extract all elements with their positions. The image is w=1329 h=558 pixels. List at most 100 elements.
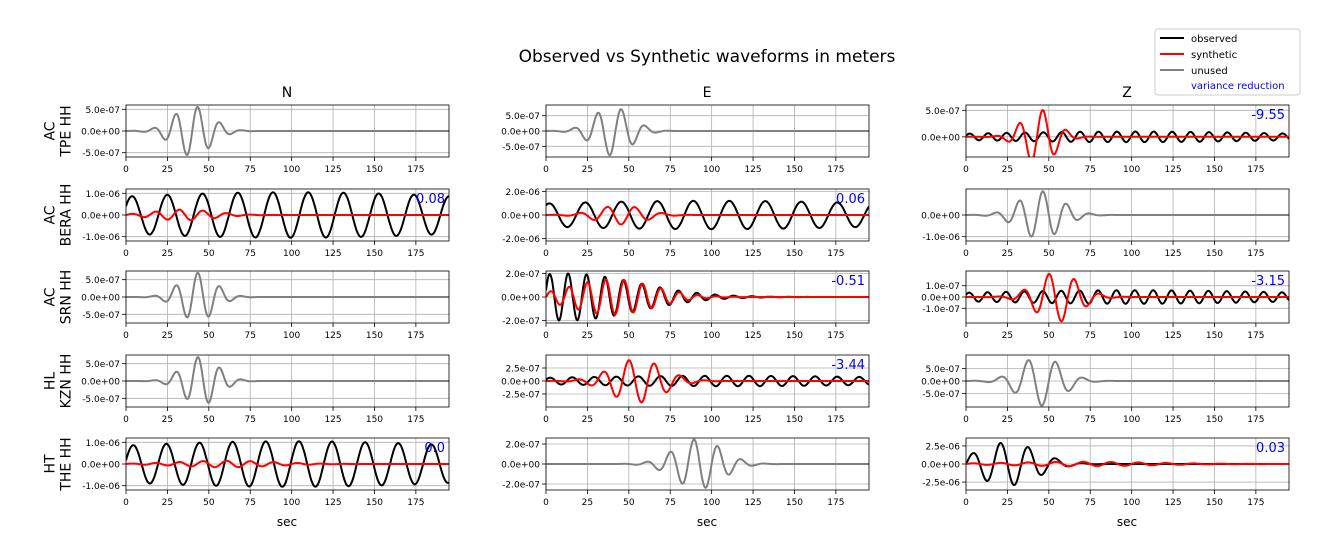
x-tick-label: 100 [283, 165, 300, 175]
y-tick-label: 5.0e-07 [85, 276, 120, 286]
y-tick-label: 2.5e-07 [505, 365, 540, 375]
x-tick-label: 25 [1002, 165, 1013, 175]
x-tick-label: 75 [1085, 165, 1096, 175]
x-tick-label: 125 [744, 498, 761, 508]
x-tick-label: 0 [963, 415, 969, 425]
y-tick-label: 0.0e+00 [501, 128, 540, 138]
x-tick-label: 75 [245, 498, 256, 508]
x-tick-label: 150 [786, 165, 803, 175]
x-tick-label: 50 [623, 415, 635, 425]
observed-trace [966, 289, 1289, 305]
plot-frame [965, 104, 1290, 158]
x-tick-label: 100 [703, 498, 720, 508]
x-tick-label: 150 [1206, 249, 1223, 259]
plot-frame [965, 437, 1290, 491]
x-tick-label: 175 [407, 165, 424, 175]
x-tick-label: 100 [703, 165, 720, 175]
legend-frame [1154, 28, 1301, 96]
traces [546, 272, 869, 322]
x-tick-label: 0 [963, 331, 969, 341]
plot-frame [965, 270, 1290, 324]
x-axis-label-e: sec [697, 515, 717, 529]
x-tick-label: 100 [703, 331, 720, 341]
station-code: THE HH [59, 437, 75, 491]
y-tick-label: -2.5e-07 [502, 391, 540, 401]
y-tick-label: 0.0e+00 [501, 294, 540, 304]
y-tick-label: 0.0e+00 [81, 378, 120, 388]
panel-4-e: 0 25 50 75 100 125 150 175 2.5e-07 0.0e+00 -2.5e-0… [501, 354, 870, 425]
y-tick-label: 0.0e+00 [921, 294, 960, 304]
y-tick-label: 1.0e-06 [85, 190, 120, 200]
plot-frame [545, 104, 870, 158]
x-tick-label: 125 [1164, 415, 1181, 425]
x-tick-label: 75 [245, 331, 256, 341]
x-tick-label: 150 [1206, 498, 1223, 508]
unused-trace [546, 108, 869, 157]
column-title-z: Z [1122, 85, 1132, 101]
y-tick-label: 2.5e-06 [925, 442, 960, 452]
y-tick-label: 0.0e+00 [81, 461, 120, 471]
station-code: SRN HH [59, 270, 75, 325]
traces [546, 108, 869, 157]
y-tick-label: 0.0e+00 [921, 133, 960, 143]
synthetic-trace [966, 272, 1289, 323]
y-tick-label: 5.0e-07 [85, 360, 120, 370]
plot-frame [545, 188, 870, 242]
x-tick-label: 50 [1043, 498, 1055, 508]
panel-2-z: 0 25 50 75 100 125 150 175 0.0e+00 -1.0e-06 [921, 188, 1290, 259]
panel-4-n: 0 25 50 75 100 125 150 175 5.0e-07 0.0e+00 -5.0e-0… [81, 354, 450, 425]
plot-frame [965, 188, 1290, 242]
x-tick-label: 50 [203, 165, 215, 175]
panel-3-z: 0 25 50 75 100 125 150 175 1.0e-07 0.0e+00-1.0e-0… [921, 270, 1290, 341]
x-tick-label: 75 [665, 331, 676, 341]
x-tick-label: 125 [1164, 498, 1181, 508]
y-tick-label: 0.0e+00 [501, 378, 540, 388]
y-tick-label: -5.0e-07 [82, 149, 120, 159]
x-tick-label: 100 [703, 415, 720, 425]
x-tick-label: 175 [827, 165, 844, 175]
panel-4-z: 0 25 50 75 100 125 150 175 5.0e-07 0.0e+00 -5.0e-0… [921, 354, 1290, 425]
x-tick-label: 50 [623, 498, 635, 508]
y-tick-label: 0.0e+00 [921, 212, 960, 222]
x-tick-label: 100 [283, 498, 300, 508]
x-tick-label: 125 [324, 331, 341, 341]
x-tick-label: 0 [543, 498, 549, 508]
plot-frame [545, 437, 870, 491]
panel-1-n: 0 25 50 75 100 125 150 175 5.0e-07 0.0e+00 -5.0e-0… [81, 104, 450, 175]
panel-2-n: 0 25 50 75 100 125 150 175 1.0e-06 0.0e+00 -1.0e-0… [81, 188, 450, 259]
x-tick-label: 175 [827, 249, 844, 259]
x-tick-label: 0 [123, 331, 129, 341]
variance-reduction-value: -3.15 [1251, 274, 1285, 289]
station-network: AC [43, 205, 59, 224]
traces [126, 440, 449, 488]
station-label: ACTPE HH [43, 105, 75, 157]
legend: observed synthetic unused variance reduc… [1154, 28, 1301, 96]
station-code: BERA HH [59, 184, 75, 247]
x-tick-label: 75 [245, 249, 256, 259]
y-tick-label: -1.0e-06 [82, 233, 120, 243]
x-tick-label: 50 [203, 331, 215, 341]
x-tick-label: 175 [827, 498, 844, 508]
panel-5-z: 0 25 50 75 100 125 150 175 2.5e-06 0.0e+00 -2.5e-0… [921, 437, 1290, 508]
x-tick-label: 50 [1043, 331, 1055, 341]
x-tick-label: 25 [582, 249, 593, 259]
variance-reduction-value: 0.0 [424, 441, 445, 456]
y-tick-label: 2.0e-06 [505, 188, 540, 198]
x-tick-label: 100 [1123, 165, 1140, 175]
x-tick-label: 150 [366, 415, 383, 425]
x-tick-label: 150 [786, 415, 803, 425]
traces [966, 359, 1289, 407]
station-network: AC [43, 287, 59, 306]
x-tick-label: 25 [582, 331, 593, 341]
observed-trace [546, 374, 869, 388]
plot-frame [125, 270, 450, 324]
x-tick-label: 175 [407, 415, 424, 425]
x-tick-label: 150 [366, 498, 383, 508]
x-tick-label: 0 [123, 415, 129, 425]
synthetic-trace [126, 208, 449, 222]
x-tick-label: 25 [162, 498, 173, 508]
traces [966, 272, 1289, 323]
x-tick-label: 125 [324, 415, 341, 425]
x-tick-label: 75 [1085, 249, 1096, 259]
x-tick-label: 150 [1206, 331, 1223, 341]
